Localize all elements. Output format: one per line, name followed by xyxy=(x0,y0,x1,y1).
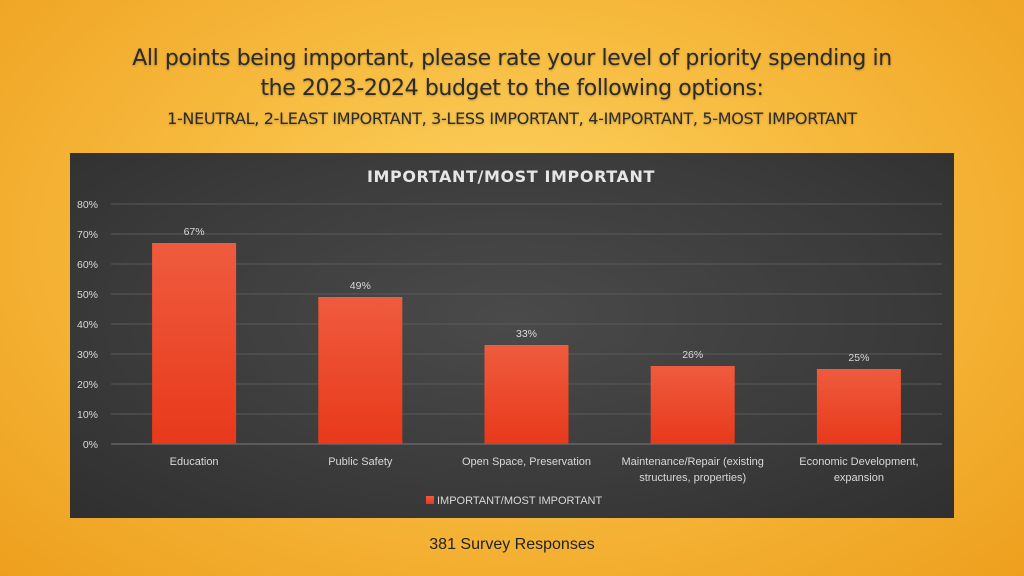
x-tick-label: Economic Development, xyxy=(799,456,918,468)
y-tick-label: 30% xyxy=(77,349,98,361)
data-label: 67% xyxy=(184,226,205,238)
bar xyxy=(484,345,569,444)
bar xyxy=(152,243,237,444)
bar-chart: IMPORTANT/MOST IMPORTANT 0% 10% 20% 30% 40% 5… xyxy=(77,167,942,507)
x-tick-label: structures, properties) xyxy=(639,472,746,484)
gridlines xyxy=(111,203,942,445)
x-tick-label: Open Space, Preservation xyxy=(462,456,591,468)
y-tick-label: 0% xyxy=(83,439,98,451)
legend-label: IMPORTANT/MOST IMPORTANT xyxy=(437,495,602,507)
y-tick-label: 40% xyxy=(77,319,98,331)
y-tick-label: 70% xyxy=(77,229,98,241)
rating-scale-text: 1-NEUTRAL, 2-LEAST IMPORTANT, 3-LESS IMP… xyxy=(167,109,857,128)
slide-title: All points being important, please rate … xyxy=(40,44,984,130)
y-tick-label: 80% xyxy=(77,199,98,211)
data-label: 33% xyxy=(516,328,537,340)
data-label: 26% xyxy=(682,349,703,361)
y-tick-label: 10% xyxy=(77,409,98,421)
data-label: 49% xyxy=(350,280,371,292)
y-tick-label: 20% xyxy=(77,379,98,391)
legend: IMPORTANT/MOST IMPORTANT xyxy=(426,495,602,507)
x-tick-label: expansion xyxy=(834,472,884,484)
x-axis-tick-labels: Education Public Safety Open Space, Preser… xyxy=(170,456,919,484)
bar xyxy=(816,369,901,444)
bars xyxy=(152,243,901,444)
title-line-2: the 2023-2024 budget to the following op… xyxy=(260,76,764,101)
y-tick-label: 50% xyxy=(77,289,98,301)
legend-swatch xyxy=(426,496,434,504)
y-tick-label: 60% xyxy=(77,259,98,271)
title-line-1: All points being important, please rate … xyxy=(132,46,892,71)
bar xyxy=(318,297,403,444)
y-axis-tick-labels: 0% 10% 20% 30% 40% 50% 60% 70% 80% xyxy=(77,199,98,451)
data-labels: 67% 49% 33% 26% 25% xyxy=(184,226,870,364)
chart-title: IMPORTANT/MOST IMPORTANT xyxy=(367,167,655,186)
bar xyxy=(650,366,735,444)
survey-responses-note: 381 Survey Responses xyxy=(429,536,595,553)
x-tick-label: Education xyxy=(170,456,219,468)
x-tick-label: Public Safety xyxy=(328,456,393,468)
data-label: 25% xyxy=(848,352,869,364)
chart-panel: IMPORTANT/MOST IMPORTANT 0% 10% 20% 30% 40% 5… xyxy=(70,153,954,518)
x-tick-label: Maintenance/Repair (existing xyxy=(621,456,763,468)
